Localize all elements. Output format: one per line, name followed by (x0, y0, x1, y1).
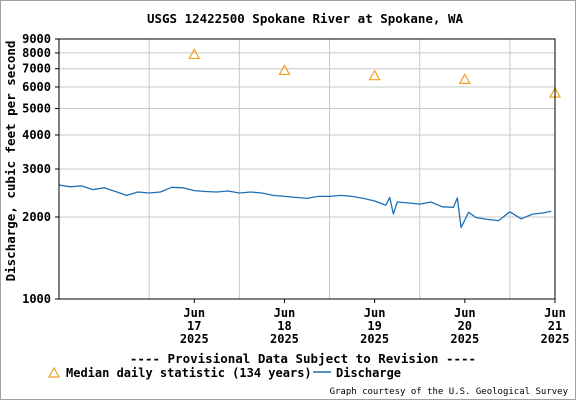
legend-median-icon (47, 366, 61, 378)
y-tick-label: 6000 (22, 80, 51, 94)
chart-title: USGS 12422500 Spokane River at Spokane, … (147, 11, 464, 26)
x-tick-label: Jun (274, 306, 296, 320)
x-tick-label: Jun (544, 306, 566, 320)
median-marker (278, 64, 291, 76)
y-tick-label: 8000 (22, 46, 51, 60)
provisional-note: ---- Provisional Data Subject to Revisio… (130, 351, 476, 366)
y-tick-label: 5000 (22, 102, 51, 116)
legend-discharge-label: Discharge (336, 366, 401, 380)
x-tick-label: 19 (367, 319, 381, 333)
y-tick-label: 2000 (22, 210, 51, 224)
x-tick-label: Jun (454, 306, 476, 320)
credit-text: Graph courtesy of the U.S. Geological Su… (330, 387, 569, 397)
y-tick-label: 3000 (22, 162, 51, 176)
y-tick-label: 7000 (22, 62, 51, 76)
x-tick-label: 2025 (360, 332, 389, 346)
x-tick-label: Jun (183, 306, 205, 320)
median-marker (188, 48, 201, 60)
x-tick-label: 2025 (270, 332, 299, 346)
y-tick-label: 1000 (22, 292, 51, 306)
legend-median-label: Median daily statistic (134 years) (66, 366, 312, 380)
x-tick-label: 17 (187, 319, 201, 333)
x-tick-label: 21 (548, 319, 562, 333)
median-marker (368, 69, 381, 81)
x-tick-label: 18 (277, 319, 291, 333)
x-tick-label: 2025 (180, 332, 209, 346)
y-axis-label: Discharge, cubic feet per second (3, 41, 18, 282)
x-tick-label: 2025 (541, 332, 570, 346)
plot-frame (58, 38, 556, 300)
median-marker (458, 73, 471, 84)
y-tick-label: 4000 (22, 128, 51, 142)
y-tick-label: 9000 (22, 32, 51, 46)
x-tick-label: Jun (364, 306, 386, 320)
discharge-series-line (58, 184, 552, 229)
x-tick-label: 2025 (450, 332, 479, 346)
x-tick-label: 20 (458, 319, 472, 333)
